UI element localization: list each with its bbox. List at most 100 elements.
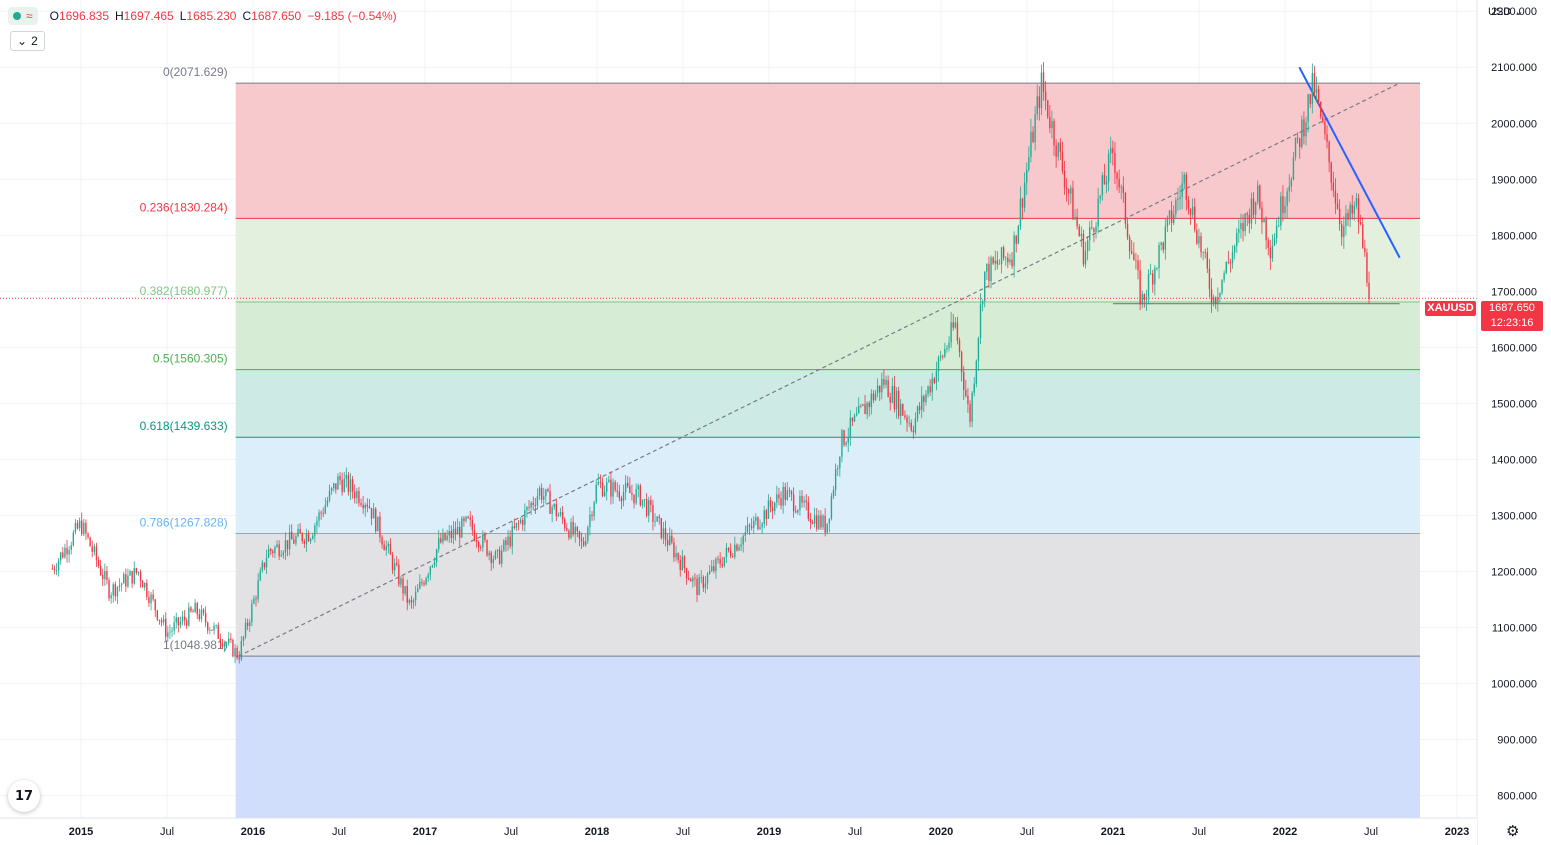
candle-body bbox=[603, 491, 606, 497]
candle-body bbox=[207, 622, 209, 631]
candle-body bbox=[68, 549, 70, 555]
candle-body bbox=[1301, 119, 1303, 147]
candle-body bbox=[740, 544, 742, 547]
candle-body bbox=[1154, 268, 1156, 285]
candle-body bbox=[656, 516, 658, 522]
price-axis[interactable] bbox=[1477, 0, 1551, 845]
candle-body bbox=[986, 263, 988, 272]
x-tick-label: Jul bbox=[1364, 826, 1378, 838]
candle-body bbox=[209, 629, 211, 631]
tradingview-logo-icon[interactable]: 17 bbox=[8, 780, 40, 812]
candle-body bbox=[654, 521, 656, 523]
candle-body bbox=[1254, 201, 1257, 215]
candle-body bbox=[1101, 175, 1104, 196]
candle-body bbox=[971, 392, 973, 422]
candle-body bbox=[1013, 235, 1015, 267]
candle-body bbox=[425, 577, 427, 585]
gear-icon[interactable]: ⚙ bbox=[1506, 823, 1520, 840]
y-tick-label: 1100.000 bbox=[1492, 623, 1537, 635]
candle-body bbox=[839, 456, 841, 469]
candle-body bbox=[375, 508, 377, 532]
candle-body bbox=[1030, 131, 1032, 158]
candle-body bbox=[643, 499, 646, 500]
candle-body bbox=[1049, 116, 1051, 129]
candle-body bbox=[272, 551, 274, 554]
candle-body bbox=[93, 546, 96, 552]
candle-body bbox=[234, 648, 236, 657]
indicators-collapse-button[interactable]: ⌄ 2 bbox=[10, 31, 45, 51]
candle-body bbox=[1114, 153, 1116, 173]
x-tick-label: 2023 bbox=[1445, 826, 1469, 838]
candle-body bbox=[927, 386, 929, 395]
candle-body bbox=[669, 535, 671, 546]
currency-selector[interactable]: USD ⌄ bbox=[1488, 5, 1524, 18]
candle-body bbox=[1338, 208, 1341, 225]
candle-body bbox=[358, 491, 360, 504]
candle-body bbox=[988, 263, 990, 282]
candle-body bbox=[1128, 237, 1131, 252]
candle-body bbox=[1084, 251, 1087, 265]
candle-body bbox=[1242, 223, 1244, 232]
indicator-count: 2 bbox=[31, 34, 38, 48]
x-tick-label: Jul bbox=[1192, 826, 1206, 838]
candle-body bbox=[593, 502, 595, 517]
candle-body bbox=[389, 543, 392, 555]
candle-body bbox=[211, 629, 213, 631]
fib-trend-line[interactable] bbox=[238, 82, 1400, 657]
candle-body bbox=[620, 498, 623, 502]
candle-body bbox=[167, 632, 169, 637]
candle-body bbox=[532, 502, 534, 506]
time-axis[interactable] bbox=[0, 818, 1477, 845]
candle-body bbox=[664, 528, 667, 540]
candle-body bbox=[53, 568, 56, 571]
candle-body bbox=[885, 379, 887, 385]
candle-body bbox=[1055, 145, 1057, 157]
candle-body bbox=[291, 531, 293, 540]
candle-body bbox=[673, 542, 675, 558]
candle-body bbox=[1082, 233, 1085, 265]
candle-body bbox=[868, 402, 870, 408]
candle-body bbox=[1047, 100, 1049, 117]
candle-body bbox=[270, 549, 272, 552]
candle-body bbox=[496, 549, 499, 552]
candle-body bbox=[328, 490, 331, 501]
candle-body bbox=[438, 538, 440, 550]
candle-body bbox=[1051, 121, 1053, 129]
market-status[interactable]: ≈ bbox=[8, 7, 38, 25]
candle-body bbox=[526, 507, 528, 511]
candle-body bbox=[1250, 198, 1253, 224]
candle-body bbox=[60, 552, 62, 561]
candle-body bbox=[219, 638, 222, 643]
candle-body bbox=[238, 657, 240, 660]
candle-body bbox=[807, 502, 810, 519]
candle-body bbox=[969, 404, 971, 422]
candle-body bbox=[181, 616, 184, 622]
candle-body bbox=[963, 372, 965, 391]
candle-body bbox=[217, 625, 219, 639]
candle-body bbox=[1353, 205, 1356, 214]
candle-body bbox=[1294, 137, 1297, 158]
candle-body bbox=[381, 537, 383, 545]
x-tick-label: 2020 bbox=[929, 826, 953, 838]
x-tick-label: Jul bbox=[1020, 826, 1034, 838]
resistance-trend-line[interactable] bbox=[1298, 66, 1401, 259]
candle-body bbox=[534, 505, 537, 506]
candle-body bbox=[851, 417, 854, 422]
candle-body bbox=[198, 614, 201, 620]
candle-body bbox=[148, 596, 150, 604]
candle-body bbox=[1070, 188, 1072, 194]
candle-body bbox=[129, 570, 131, 576]
candle-body bbox=[276, 544, 278, 548]
candle-body bbox=[805, 500, 807, 503]
candle-body bbox=[711, 566, 713, 571]
candle-body bbox=[1223, 273, 1225, 280]
candle-body bbox=[488, 552, 490, 556]
candle-body bbox=[891, 385, 894, 403]
candle-body bbox=[977, 338, 980, 361]
fib-level-label: 1(1048.981) bbox=[163, 638, 228, 652]
candle-body bbox=[799, 495, 801, 511]
market-open-dot-icon bbox=[13, 12, 21, 20]
candle-body bbox=[179, 621, 182, 626]
candle-body bbox=[582, 541, 585, 546]
